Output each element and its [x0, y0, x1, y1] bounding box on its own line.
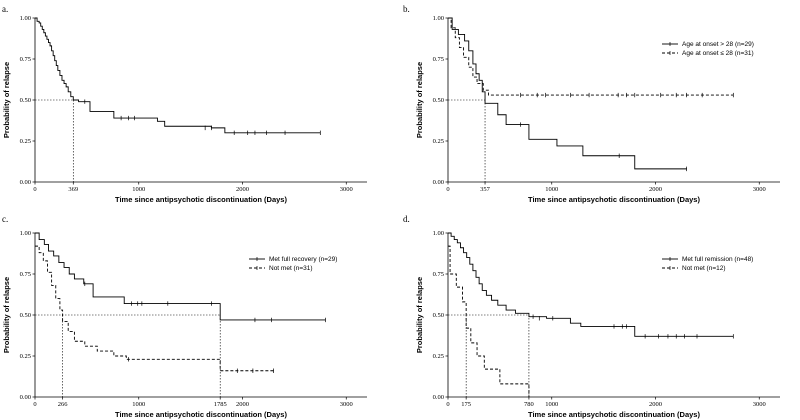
y-tick-label: 0.50 [20, 97, 31, 104]
y-tick-label: 1.00 [433, 15, 444, 22]
x-tick-label: 2000 [649, 186, 662, 193]
y-axis-title: Probability of relapse [415, 62, 424, 138]
legend-entry: Met full remission (n=48) [682, 256, 753, 263]
y-tick-label: 0.75 [20, 56, 31, 63]
legend-entry: Not met (n=31) [269, 265, 313, 272]
x-axis-title: Time since antipsychotic discontinuation… [115, 410, 287, 419]
y-tick-label: 0.50 [20, 312, 31, 319]
legend-entry: Age at onset ≤ 28 (n=31) [682, 50, 754, 57]
panel-letter: a. [2, 4, 8, 14]
legend-entry: Met full recovery (n=29) [269, 256, 337, 263]
x-tick-label: 0 [33, 186, 36, 193]
x-tick-label: 266 [58, 401, 69, 408]
x-axis-title: Time since antipsychotic discontinuation… [115, 195, 287, 204]
panel-a: a. 0.00 0.25 0.50 0.75 1.00 0 369 1000 2000 3000 Ti… [2, 4, 367, 204]
series-line-dashed [35, 245, 274, 372]
legend: Met full recovery (n=29) Not met (n=31) [249, 256, 337, 272]
series-line-solid [35, 232, 326, 321]
x-axis-title: Time since antipsychotic discontinuation… [528, 410, 700, 419]
x-tick-label: 1000 [545, 401, 558, 408]
panel-letter: d. [403, 214, 410, 224]
series-line-solid [448, 232, 734, 337]
series-line-dashed [448, 17, 734, 96]
series-line-solid [35, 17, 321, 134]
legend-entry: Not met (n=12) [682, 265, 726, 272]
y-tick-label: 1.00 [20, 230, 31, 237]
y-tick-label: 0.00 [20, 394, 31, 401]
y-tick-label: 0.75 [433, 271, 444, 278]
x-tick-label: 1000 [132, 186, 145, 193]
y-tick-label: 0.00 [433, 179, 444, 186]
legend: Met full remission (n=48) Not met (n=12) [662, 256, 753, 272]
x-tick-label: 175 [461, 401, 471, 408]
series-line-dashed [448, 245, 530, 397]
x-tick-label: 0 [446, 401, 449, 408]
x-tick-label: 2000 [649, 401, 662, 408]
y-tick-label: 1.00 [433, 230, 444, 237]
series-line-solid [448, 17, 687, 170]
panel-d: d. 0.00 0.25 0.50 0.75 1.00 0 175 780 1000 2000 300… [403, 214, 780, 419]
x-axis-title: Time since antipsychotic discontinuation… [528, 195, 700, 204]
x-tick-label: 2000 [236, 186, 249, 193]
y-axis-title: Probability of relapse [2, 277, 11, 353]
y-tick-label: 0.75 [433, 56, 444, 63]
x-tick-label: 1000 [132, 401, 145, 408]
y-tick-label: 0.25 [433, 138, 444, 145]
panel-letter: c. [2, 214, 8, 224]
y-tick-label: 0.25 [20, 353, 31, 360]
y-tick-label: 0.50 [433, 312, 444, 319]
y-tick-label: 0.25 [20, 138, 31, 145]
x-tick-label: 0 [446, 186, 449, 193]
y-tick-label: 0.25 [433, 353, 444, 360]
x-tick-label: 2000 [236, 401, 249, 408]
y-tick-label: 0.75 [20, 271, 31, 278]
x-tick-label: 3000 [340, 186, 353, 193]
panel-c: c. 0.00 0.25 0.50 0.75 1.00 0 266 1000 1785 2000 30… [2, 214, 367, 419]
x-tick-label: 3000 [753, 186, 766, 193]
x-tick-label: 1000 [545, 186, 558, 193]
x-tick-label: 780 [524, 401, 534, 408]
legend-entry: Age at onset > 28 (n=29) [682, 41, 754, 48]
x-tick-label: 369 [68, 186, 78, 193]
panel-letter: b. [403, 4, 410, 14]
x-tick-label: 3000 [753, 401, 766, 408]
y-axis-title: Probability of relapse [2, 62, 11, 138]
x-tick-label: 0 [33, 401, 36, 408]
x-tick-label: 3000 [340, 401, 353, 408]
y-tick-label: 0.00 [20, 179, 31, 186]
x-tick-label: 357 [480, 186, 491, 193]
y-axis-title: Probability of relapse [415, 277, 424, 353]
legend: Age at onset > 28 (n=29) Age at onset ≤ 2… [662, 41, 754, 57]
y-tick-label: 1.00 [20, 15, 31, 22]
y-tick-label: 0.50 [433, 97, 444, 104]
x-tick-label: 1785 [214, 401, 227, 408]
panel-b: b. 0.00 0.25 0.50 0.75 1.00 0 357 1000 2000 3000 Ti… [403, 4, 780, 204]
y-tick-label: 0.00 [433, 394, 444, 401]
